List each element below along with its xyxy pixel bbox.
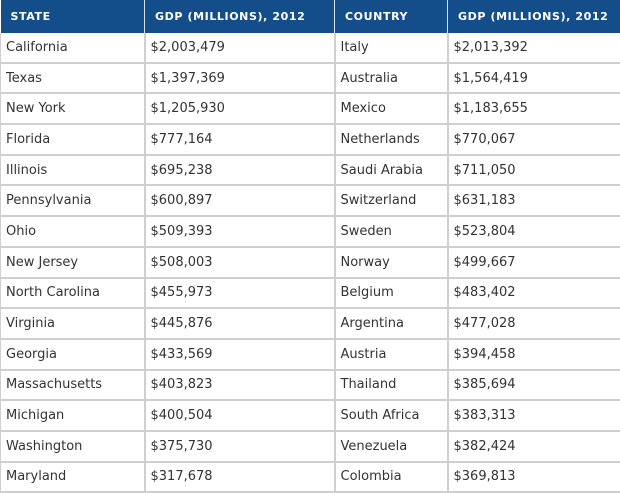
header-state: STATE [1,0,145,33]
country-gdp-cell: $394,458 [448,339,620,370]
header-country-gdp: GDP (MILLIONS), 2012 [448,0,620,33]
country-gdp-cell: $385,694 [448,370,620,401]
country-gdp-cell: $1,183,655 [448,93,620,124]
country-cell: Venezuela [335,431,448,462]
country-gdp-cell: $631,183 [448,185,620,216]
state-cell: Maryland [1,462,145,493]
state-cell: Florida [1,124,145,155]
state-cell: Virginia [1,308,145,339]
state-cell: Georgia [1,339,145,370]
state-cell: Ohio [1,216,145,247]
state-cell: Washington [1,431,145,462]
state-gdp-cell: $403,823 [145,370,335,401]
state-gdp-cell: $508,003 [145,247,335,278]
country-gdp-cell: $499,667 [448,247,620,278]
state-gdp-cell: $317,678 [145,462,335,493]
country-cell: Austria [335,339,448,370]
country-cell: Netherlands [335,124,448,155]
country-cell: Norway [335,247,448,278]
state-cell: Michigan [1,400,145,431]
country-gdp-cell: $369,813 [448,462,620,493]
state-cell: Texas [1,63,145,94]
state-gdp-cell: $2,003,479 [145,33,335,63]
header-state-gdp: GDP (MILLIONS), 2012 [145,0,335,33]
country-gdp-cell: $477,028 [448,308,620,339]
country-cell: Argentina [335,308,448,339]
country-cell: Australia [335,63,448,94]
state-gdp-cell: $400,504 [145,400,335,431]
state-gdp-cell: $695,238 [145,155,335,186]
country-cell: Switzerland [335,185,448,216]
header-row: STATE GDP (MILLIONS), 2012 COUNTRY GDP (… [1,0,620,33]
country-cell: Sweden [335,216,448,247]
country-gdp-cell: $382,424 [448,431,620,462]
country-gdp-cell: $770,067 [448,124,620,155]
state-gdp-cell: $445,876 [145,308,335,339]
country-cell: Mexico [335,93,448,124]
country-cell: Belgium [335,278,448,309]
country-cell: South Africa [335,400,448,431]
country-gdp-cell: $1,564,419 [448,63,620,94]
state-cell: New York [1,93,145,124]
country-gdp-cell: $2,013,392 [448,33,620,63]
country-cell: Thailand [335,370,448,401]
state-gdp-cell: $777,164 [145,124,335,155]
country-gdp-cell: $383,313 [448,400,620,431]
country-gdp-cell: $483,402 [448,278,620,309]
country-cell: Colombia [335,462,448,493]
header-country: COUNTRY [335,0,448,33]
state-gdp-cell: $1,205,930 [145,93,335,124]
state-gdp-cell: $375,730 [145,431,335,462]
country-cell: Saudi Arabia [335,155,448,186]
country-cell: Italy [335,33,448,63]
state-gdp-cell: $433,569 [145,339,335,370]
state-cell: Massachusetts [1,370,145,401]
state-cell: Illinois [1,155,145,186]
state-gdp-cell: $509,393 [145,216,335,247]
state-gdp-cell: $600,897 [145,185,335,216]
state-gdp-cell: $455,973 [145,278,335,309]
state-cell: North Carolina [1,278,145,309]
country-gdp-cell: $711,050 [448,155,620,186]
country-gdp-cell: $523,804 [448,216,620,247]
state-cell: California [1,33,145,63]
state-cell: Pennsylvania [1,185,145,216]
state-gdp-cell: $1,397,369 [145,63,335,94]
state-cell: New Jersey [1,247,145,278]
